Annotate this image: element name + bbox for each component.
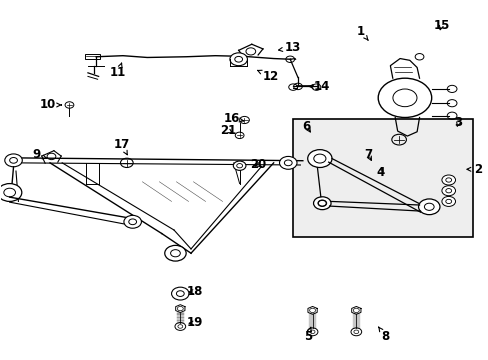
Text: 17: 17 xyxy=(114,139,130,155)
Circle shape xyxy=(441,186,455,196)
Text: 8: 8 xyxy=(378,327,389,343)
Text: 18: 18 xyxy=(186,285,203,298)
Text: 15: 15 xyxy=(432,19,448,32)
Circle shape xyxy=(441,197,455,206)
Circle shape xyxy=(279,157,296,169)
Circle shape xyxy=(441,175,455,185)
Text: 13: 13 xyxy=(278,41,301,54)
Bar xyxy=(292,119,472,237)
Text: 6: 6 xyxy=(302,120,310,133)
Text: 16: 16 xyxy=(224,112,243,125)
Text: 14: 14 xyxy=(308,80,330,93)
Circle shape xyxy=(313,197,330,210)
Text: 5: 5 xyxy=(303,327,311,343)
Circle shape xyxy=(233,161,245,170)
Circle shape xyxy=(377,78,431,117)
Circle shape xyxy=(5,154,22,167)
Circle shape xyxy=(171,287,189,300)
Text: 1: 1 xyxy=(356,25,367,40)
Circle shape xyxy=(0,184,22,202)
Text: 11: 11 xyxy=(110,63,126,79)
Circle shape xyxy=(307,150,331,167)
Circle shape xyxy=(164,246,186,261)
Text: 9: 9 xyxy=(32,148,46,162)
Circle shape xyxy=(123,215,141,228)
Text: 2: 2 xyxy=(466,163,481,176)
Text: 10: 10 xyxy=(40,99,61,112)
Circle shape xyxy=(418,199,439,215)
Bar xyxy=(85,54,100,59)
Text: 12: 12 xyxy=(257,70,279,83)
Text: 3: 3 xyxy=(453,116,462,129)
Text: 7: 7 xyxy=(364,148,372,162)
Text: 19: 19 xyxy=(186,316,203,329)
Text: 21: 21 xyxy=(220,124,236,137)
Text: 4: 4 xyxy=(376,166,384,179)
Circle shape xyxy=(229,53,247,66)
Text: 20: 20 xyxy=(249,158,265,171)
